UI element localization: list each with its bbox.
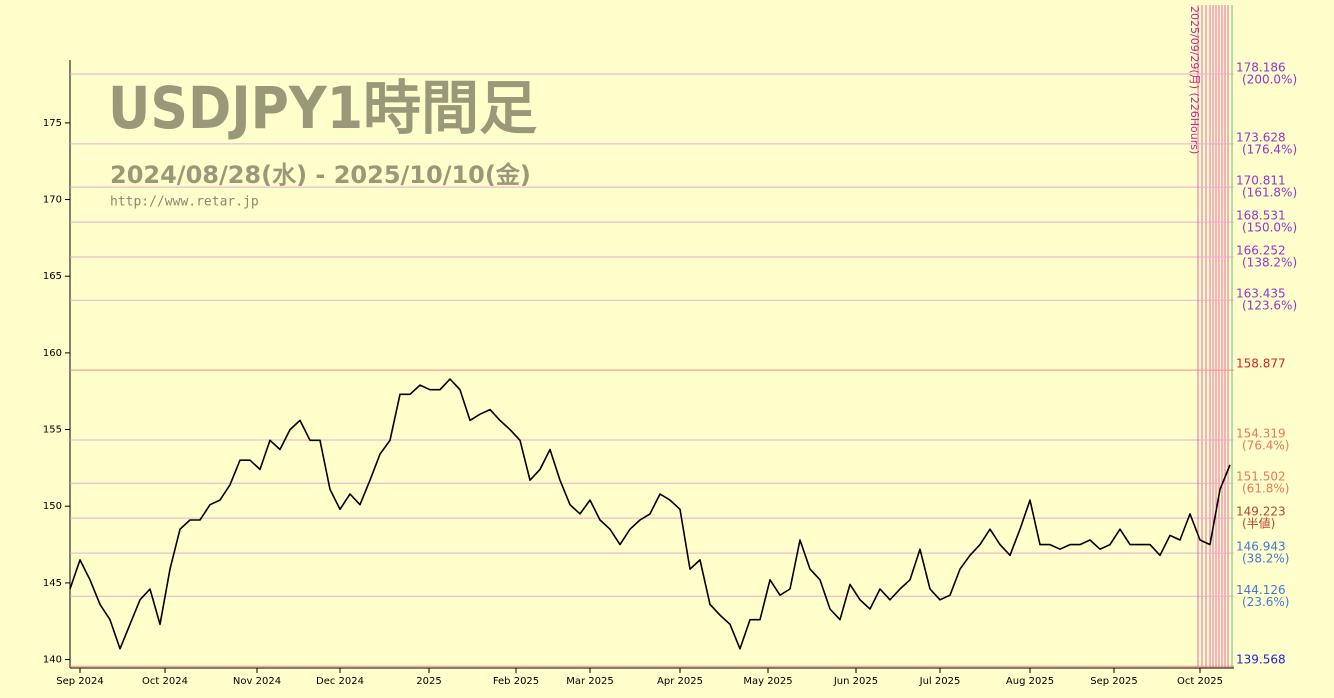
x-tick-label: Sep 2025: [1090, 676, 1137, 687]
level-ratio: (161.8%): [1242, 186, 1297, 200]
date-markers: [1201, 5, 1233, 668]
level-ratio: (76.4%): [1242, 438, 1289, 452]
level-ratio: (200.0%): [1242, 73, 1297, 87]
level-value: 139.568: [1236, 653, 1286, 667]
y-tick-label: 165: [43, 271, 62, 282]
x-tick-label: Mar 2025: [566, 676, 614, 687]
level-value: 168.531: [1236, 209, 1286, 223]
y-tick-label: 155: [43, 425, 62, 436]
y-tick-label: 140: [43, 655, 62, 666]
level-value: 144.126: [1236, 583, 1286, 597]
y-tick-label: 170: [43, 195, 62, 206]
chart-subtitle: 2024/08/28(水) - 2025/10/10(金): [110, 161, 531, 189]
annotation-text: 2025/09/29(月) (226Hours): [1188, 6, 1201, 154]
level-value: 158.877: [1236, 357, 1286, 371]
level-ratio: (138.2%): [1242, 256, 1297, 270]
y-tick-label: 145: [43, 578, 62, 589]
level-value: 149.223: [1236, 505, 1286, 519]
level-ratio: (38.2%): [1242, 552, 1289, 566]
level-value: 163.435: [1236, 287, 1286, 301]
y-tick-label: 150: [43, 501, 62, 512]
x-tick-label: Nov 2024: [233, 676, 281, 687]
level-ratio: (176.4%): [1242, 142, 1297, 156]
level-ratio: (150.0%): [1242, 221, 1297, 235]
price-line: [69, 378, 1231, 650]
level-ratio: (123.6%): [1242, 299, 1297, 313]
x-tick-label: Apr 2025: [657, 676, 703, 687]
x-tick-label: Oct 2025: [1177, 676, 1223, 687]
level-value: 166.252: [1236, 244, 1286, 258]
level-value: 178.186: [1236, 61, 1286, 75]
y-tick-label: 160: [43, 348, 62, 359]
x-tick-label: Sep 2024: [56, 676, 103, 687]
level-ratio: (23.6%): [1242, 595, 1289, 609]
x-tick-label: Jun 2025: [833, 676, 878, 687]
level-value: 146.943: [1236, 540, 1286, 554]
x-tick-label: 2025: [416, 676, 441, 687]
x-tick-label: Oct 2024: [142, 676, 188, 687]
level-value: 173.628: [1236, 130, 1286, 144]
level-ratio: (61.8%): [1242, 482, 1289, 496]
x-tick-label: May 2025: [743, 676, 792, 687]
level-ratio: (半値): [1242, 516, 1275, 531]
level-value: 170.811: [1236, 174, 1286, 188]
source: http://www.retar.jp: [110, 195, 259, 210]
x-tick-label: Aug 2025: [1006, 676, 1054, 687]
x-tick-label: Feb 2025: [493, 676, 539, 687]
level-value: 151.502: [1236, 470, 1286, 484]
x-tick-label: Jul 2025: [919, 676, 961, 687]
chart-title: USDJPY1時間足: [108, 74, 537, 142]
x-tick-label: Dec 2024: [316, 676, 364, 687]
level-value: 154.319: [1236, 426, 1286, 440]
y-tick-label: 175: [43, 118, 62, 129]
